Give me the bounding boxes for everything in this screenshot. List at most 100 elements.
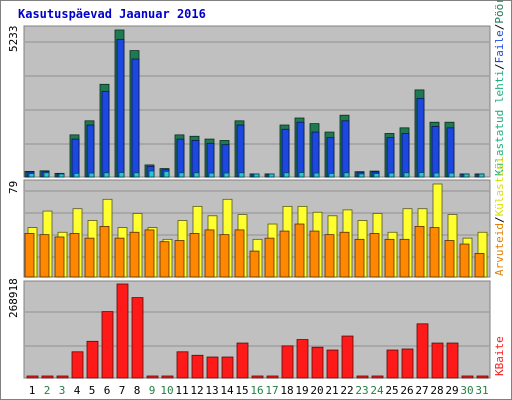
legend-kbytes: KBaite	[493, 336, 506, 376]
bar-külastatud-lehti-16	[253, 173, 260, 178]
bar-faile-27	[416, 97, 425, 178]
bar-kbaite-29	[446, 342, 459, 379]
bar-kbaite-12	[191, 354, 204, 379]
x-tick-label: 29	[445, 384, 458, 397]
bar-külastatud-lehti-2	[43, 172, 50, 178]
bar-arvuteid-27	[414, 225, 425, 278]
x-tick-label: 4	[74, 384, 81, 397]
bar-faile-26	[401, 133, 410, 178]
x-tick-label: 13	[205, 384, 218, 397]
chart-title: Kasutuspäevad Jaanuar 2016	[18, 7, 206, 21]
legend-kbytes-label: KBaite	[493, 336, 506, 376]
bar-faile-6	[101, 90, 110, 178]
bar-külastatud-lehti-28	[433, 172, 440, 178]
bar-arvuteid-22	[339, 231, 350, 278]
legend-pageviews: Külastatud lehti	[493, 70, 506, 176]
x-tick-label: 23	[355, 384, 368, 397]
bar-kbaite-23	[356, 375, 369, 379]
x-axis-labels: 1 2 3 4 5 6 7 8 9 10 11 12 13 14 15 16 17 18 19 20 21 22 23 24 2…	[29, 384, 489, 397]
x-tick-label: 20	[310, 384, 323, 397]
bar-faile-19	[296, 121, 305, 178]
bar-arvuteid-25	[384, 238, 395, 278]
bar-külastatud-lehti-5	[88, 172, 95, 178]
y-max-label-kbytes: 268918	[7, 278, 20, 318]
bar-arvuteid-8	[129, 231, 140, 278]
bar-külastatud-lehti-8	[133, 172, 140, 178]
bar-külastatud-lehti-20	[313, 172, 320, 178]
bar-arvuteid-4	[69, 233, 80, 278]
bar-kbaite-18	[281, 345, 294, 379]
bar-kbaite-15	[236, 342, 249, 379]
bar-kbaite-2	[41, 375, 54, 379]
bar-arvuteid-28	[429, 227, 440, 278]
x-tick-label: 3	[59, 384, 66, 397]
bar-kbaite-31	[476, 375, 489, 379]
legend-hits: Külastatud lehti/Faile/Pöördumisi	[493, 0, 506, 176]
legend-sep: /	[493, 216, 506, 223]
bar-külastatud-lehti-19	[298, 172, 305, 178]
bar-kbaite-17	[266, 375, 279, 379]
legend-sites: Arvuteid	[493, 223, 506, 276]
x-tick-label: 8	[134, 384, 141, 397]
bar-külastatud-lehti-26	[403, 172, 410, 178]
bars-layer	[24, 29, 489, 379]
bar-külastatud-lehti-13	[208, 172, 215, 178]
bar-faile-11	[176, 138, 185, 178]
bar-kbaite-28	[431, 342, 444, 379]
bar-arvuteid-16	[249, 250, 260, 278]
bar-arvuteid-6	[99, 225, 110, 278]
bar-faile-18	[281, 128, 290, 178]
x-tick-label: 10	[160, 384, 173, 397]
bar-kbaite-20	[311, 346, 324, 379]
bar-külastatud-lehti-29	[448, 172, 455, 178]
bar-külastatud-lehti-1	[28, 173, 35, 178]
x-tick-label: 7	[119, 384, 126, 397]
legend-sep: /	[493, 63, 506, 70]
legend-visits: Arvuteid/Külastusi	[493, 157, 506, 276]
bar-kbaite-9	[146, 375, 159, 379]
bar-kbaite-22	[341, 335, 354, 379]
bar-külastatud-lehti-22	[343, 172, 350, 178]
bar-kbaite-5	[86, 340, 99, 379]
bar-arvuteid-17	[264, 237, 275, 278]
svg-text:Külastatud lehti/Faile/Pöördum: Külastatud lehti/Faile/Pöördumisi	[493, 0, 506, 176]
bar-arvuteid-13	[204, 229, 215, 278]
x-tick-label: 19	[295, 384, 308, 397]
x-tick-label: 17	[265, 384, 278, 397]
bar-faile-28	[431, 126, 440, 178]
bar-faile-21	[326, 137, 335, 178]
x-tick-label: 24	[370, 384, 384, 397]
bar-faile-22	[341, 120, 350, 178]
bar-arvuteid-3	[54, 236, 65, 278]
bar-külastatud-lehti-9	[148, 170, 155, 178]
bar-arvuteid-7	[114, 237, 125, 278]
x-tick-label: 14	[220, 384, 234, 397]
bar-arvuteid-21	[324, 234, 335, 278]
bar-kbaite-10	[161, 375, 174, 379]
bar-arvuteid-9	[144, 229, 155, 278]
bar-külastatud-lehti-4	[73, 172, 80, 178]
bar-faile-13	[206, 142, 215, 178]
bar-kbaite-30	[461, 375, 474, 379]
bar-faile-4	[71, 138, 80, 178]
bar-faile-20	[311, 131, 320, 178]
bar-külastatud-lehti-10	[163, 170, 170, 178]
y-max-label-hits: 5233	[7, 26, 20, 53]
x-tick-label: 16	[250, 384, 263, 397]
bar-arvuteid-29	[444, 240, 455, 278]
bar-arvuteid-10	[159, 241, 170, 278]
bar-kbaite-21	[326, 349, 339, 379]
legend-files: Faile	[493, 30, 506, 63]
x-tick-label: 21	[325, 384, 338, 397]
x-tick-label: 9	[149, 384, 156, 397]
x-tick-label: 15	[235, 384, 248, 397]
bar-külastatud-lehti-6	[103, 172, 110, 178]
bar-kbaite-16	[251, 375, 264, 379]
bar-arvuteid-18	[279, 230, 290, 278]
y-max-label-visits: 79	[7, 181, 20, 194]
bar-külastatud-lehti-31	[478, 173, 485, 178]
bar-arvuteid-26	[399, 238, 410, 278]
bar-külastatud-lehti-11	[178, 172, 185, 178]
bar-faile-25	[386, 137, 395, 178]
legend-hits-label: Pöördumisi	[493, 0, 506, 24]
